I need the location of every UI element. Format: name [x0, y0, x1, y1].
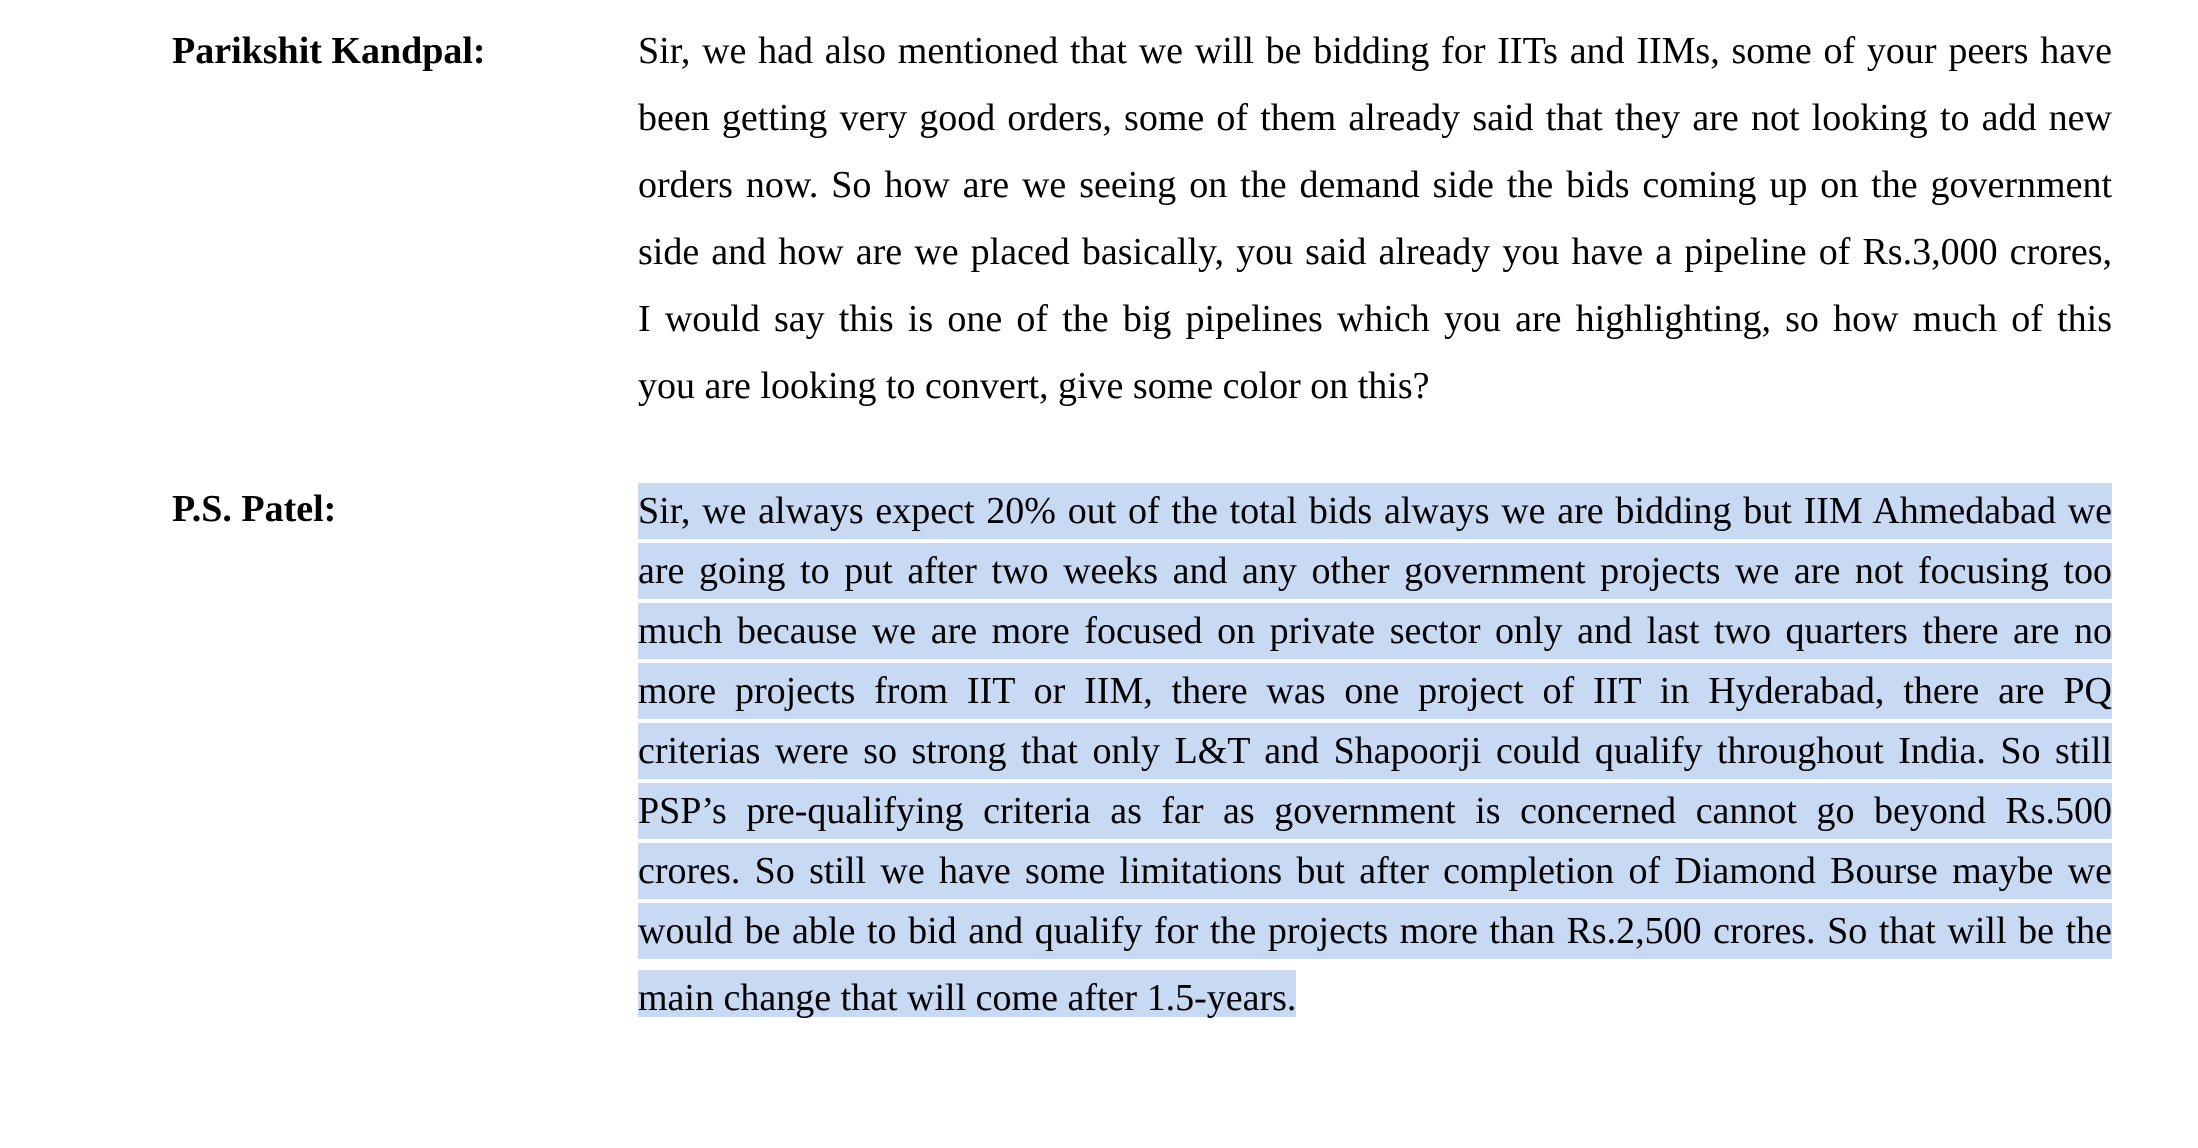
speech-line: Sir, we had also mentioned that we will … — [638, 30, 2112, 72]
speech-text[interactable]: Sir, we had also mentioned that we will … — [638, 18, 2112, 420]
speech-line: are going to put after two weeks and any… — [638, 543, 2112, 599]
speech-line: crores. So still we have some limitation… — [638, 843, 2112, 899]
speech-line: orders now. So how are we seeing on the … — [638, 164, 2112, 206]
speaker-name: P.S. Patel: — [172, 488, 337, 530]
speaker-name: Parikshit Kandpal: — [172, 30, 486, 72]
speech-line: PSP’s pre-qualifying criteria as far as … — [638, 783, 2112, 839]
speech-line: you are looking to convert, give some co… — [638, 365, 1430, 407]
speech-line: been getting very good orders, some of t… — [638, 97, 2112, 139]
speech-text-selected[interactable]: Sir, we always expect 20% out of the tot… — [638, 476, 2112, 1030]
speech-line: side and how are we placed basically, yo… — [638, 231, 2112, 273]
speech-line: Sir, we always expect 20% out of the tot… — [638, 483, 2112, 539]
speech-line: criterias were so strong that only L&T a… — [638, 723, 2112, 779]
speech-line: more projects from IIT or IIM, there was… — [638, 663, 2112, 719]
speech-line: much because we are more focused on priv… — [638, 603, 2112, 659]
speech-line: main change that will come after 1.5-yea… — [638, 963, 2112, 1030]
speech-line: would be able to bid and qualify for the… — [638, 903, 2112, 959]
speech-line: I would say this is one of the big pipel… — [638, 298, 2112, 340]
